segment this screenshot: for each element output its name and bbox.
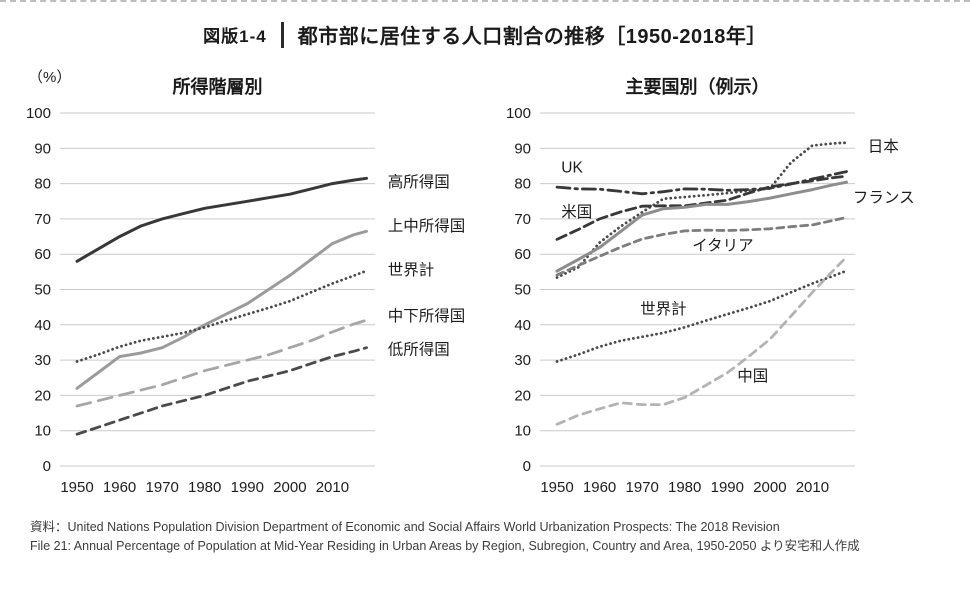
y-tick-label: 100 — [26, 105, 51, 122]
figure-header: 図版1-4 都市部に居住する人口割合の推移［1950-2018年］ — [0, 20, 970, 49]
income-group-line-chart: 0 10 20 30 40 50 60 70 80 90 100 1950 1960 1970 1980 19… — [26, 105, 466, 496]
series-line — [75, 176, 368, 263]
country-chart-subtitle: 主要国別（例示） — [625, 77, 770, 97]
x-tick-label: 1960 — [583, 479, 616, 496]
series-line — [75, 269, 368, 363]
series-line — [75, 229, 368, 390]
y-tick-label: 30 — [514, 352, 531, 369]
series-label: フランス — [853, 190, 915, 207]
y-tick-label: 10 — [514, 423, 531, 440]
y-tick-label: 50 — [34, 282, 51, 299]
series-label: UK — [561, 160, 583, 177]
y-tick-label: 90 — [514, 140, 531, 157]
y-tick-label: 20 — [514, 387, 531, 404]
y-tick-label: 70 — [34, 211, 51, 228]
y-tick-label: 0 — [523, 458, 531, 475]
figure-number: 図版1-4 — [203, 27, 267, 46]
charts-row: 所得階層別 0 10 20 30 40 50 60 70 80 90 100 1950 1960 1970… — [0, 73, 970, 508]
x-tick-label: 2000 — [273, 479, 306, 496]
y-tick-label: 80 — [34, 176, 51, 193]
y-tick-label: 20 — [34, 387, 51, 404]
series-label: 日本 — [868, 138, 899, 156]
series-line — [555, 216, 848, 277]
series-label: 米国 — [561, 203, 592, 221]
figure-title: 都市部に居住する人口割合の推移［1950-2018年］ — [297, 26, 767, 48]
y-tick-label: 100 — [506, 105, 531, 122]
series-line — [555, 180, 848, 273]
series-line — [555, 141, 848, 279]
x-tick-label: 2010 — [316, 479, 349, 496]
y-axis-unit-label: （%） — [28, 69, 72, 86]
x-tick-label: 1990 — [711, 479, 744, 496]
y-tick-label: 90 — [34, 140, 51, 157]
y-tick-label: 10 — [34, 423, 51, 440]
x-tick-label: 2010 — [796, 479, 829, 496]
y-tick-label: 50 — [514, 282, 531, 299]
series-label: イタリア — [692, 236, 753, 254]
x-tick-label: 1980 — [668, 479, 701, 496]
series-label: 世界計 — [388, 261, 435, 279]
x-tick-label: 1960 — [103, 479, 136, 496]
y-tick-label: 40 — [514, 317, 531, 334]
income-chart-subtitle: 所得階層別 — [172, 77, 263, 97]
x-tick-label: 1950 — [60, 479, 93, 496]
series-label: 中下所得国 — [388, 307, 466, 325]
series-label: 上中所得国 — [388, 217, 466, 235]
series-label: 高所得国 — [388, 173, 450, 191]
series-label: 低所得国 — [388, 341, 450, 359]
y-tick-label: 0 — [43, 458, 51, 475]
income-group-chart-panel: 所得階層別 0 10 20 30 40 50 60 70 80 90 100 1950 1960 1970… — [10, 73, 480, 508]
x-tick-label: 1980 — [188, 479, 221, 496]
source-note: 資料：United Nations Population Division De… — [30, 518, 970, 557]
y-tick-label: 30 — [34, 352, 51, 369]
series-line — [75, 318, 368, 408]
y-tick-label: 60 — [514, 246, 531, 263]
series-line — [75, 346, 368, 436]
country-line-chart: 0 10 20 30 40 50 60 70 80 90 100 1950 1960 1970 1980 19… — [506, 105, 915, 496]
series-line — [555, 269, 848, 363]
x-tick-label: 1990 — [231, 479, 264, 496]
y-tick-label: 70 — [514, 211, 531, 228]
x-tick-label: 2000 — [753, 479, 786, 496]
title-separator-bar — [280, 21, 284, 48]
country-chart-panel: 主要国別（例示） 0 10 20 30 40 50 60 70 80 90 100 1950 1960 1… — [490, 73, 960, 508]
x-tick-label: 1950 — [540, 479, 573, 496]
series-line — [555, 174, 848, 241]
series-label: 世界計 — [640, 300, 687, 318]
source-note-line1: 資料：United Nations Population Division De… — [30, 520, 780, 534]
y-tick-label: 40 — [34, 317, 51, 334]
x-tick-label: 1970 — [626, 479, 659, 496]
series-label: 中国 — [737, 367, 768, 385]
y-tick-label: 80 — [514, 176, 531, 193]
x-tick-label: 1970 — [146, 479, 179, 496]
series-line — [555, 255, 848, 426]
source-note-line2: File 21: Annual Percentage of Population… — [30, 539, 860, 554]
y-tick-label: 60 — [34, 246, 51, 263]
